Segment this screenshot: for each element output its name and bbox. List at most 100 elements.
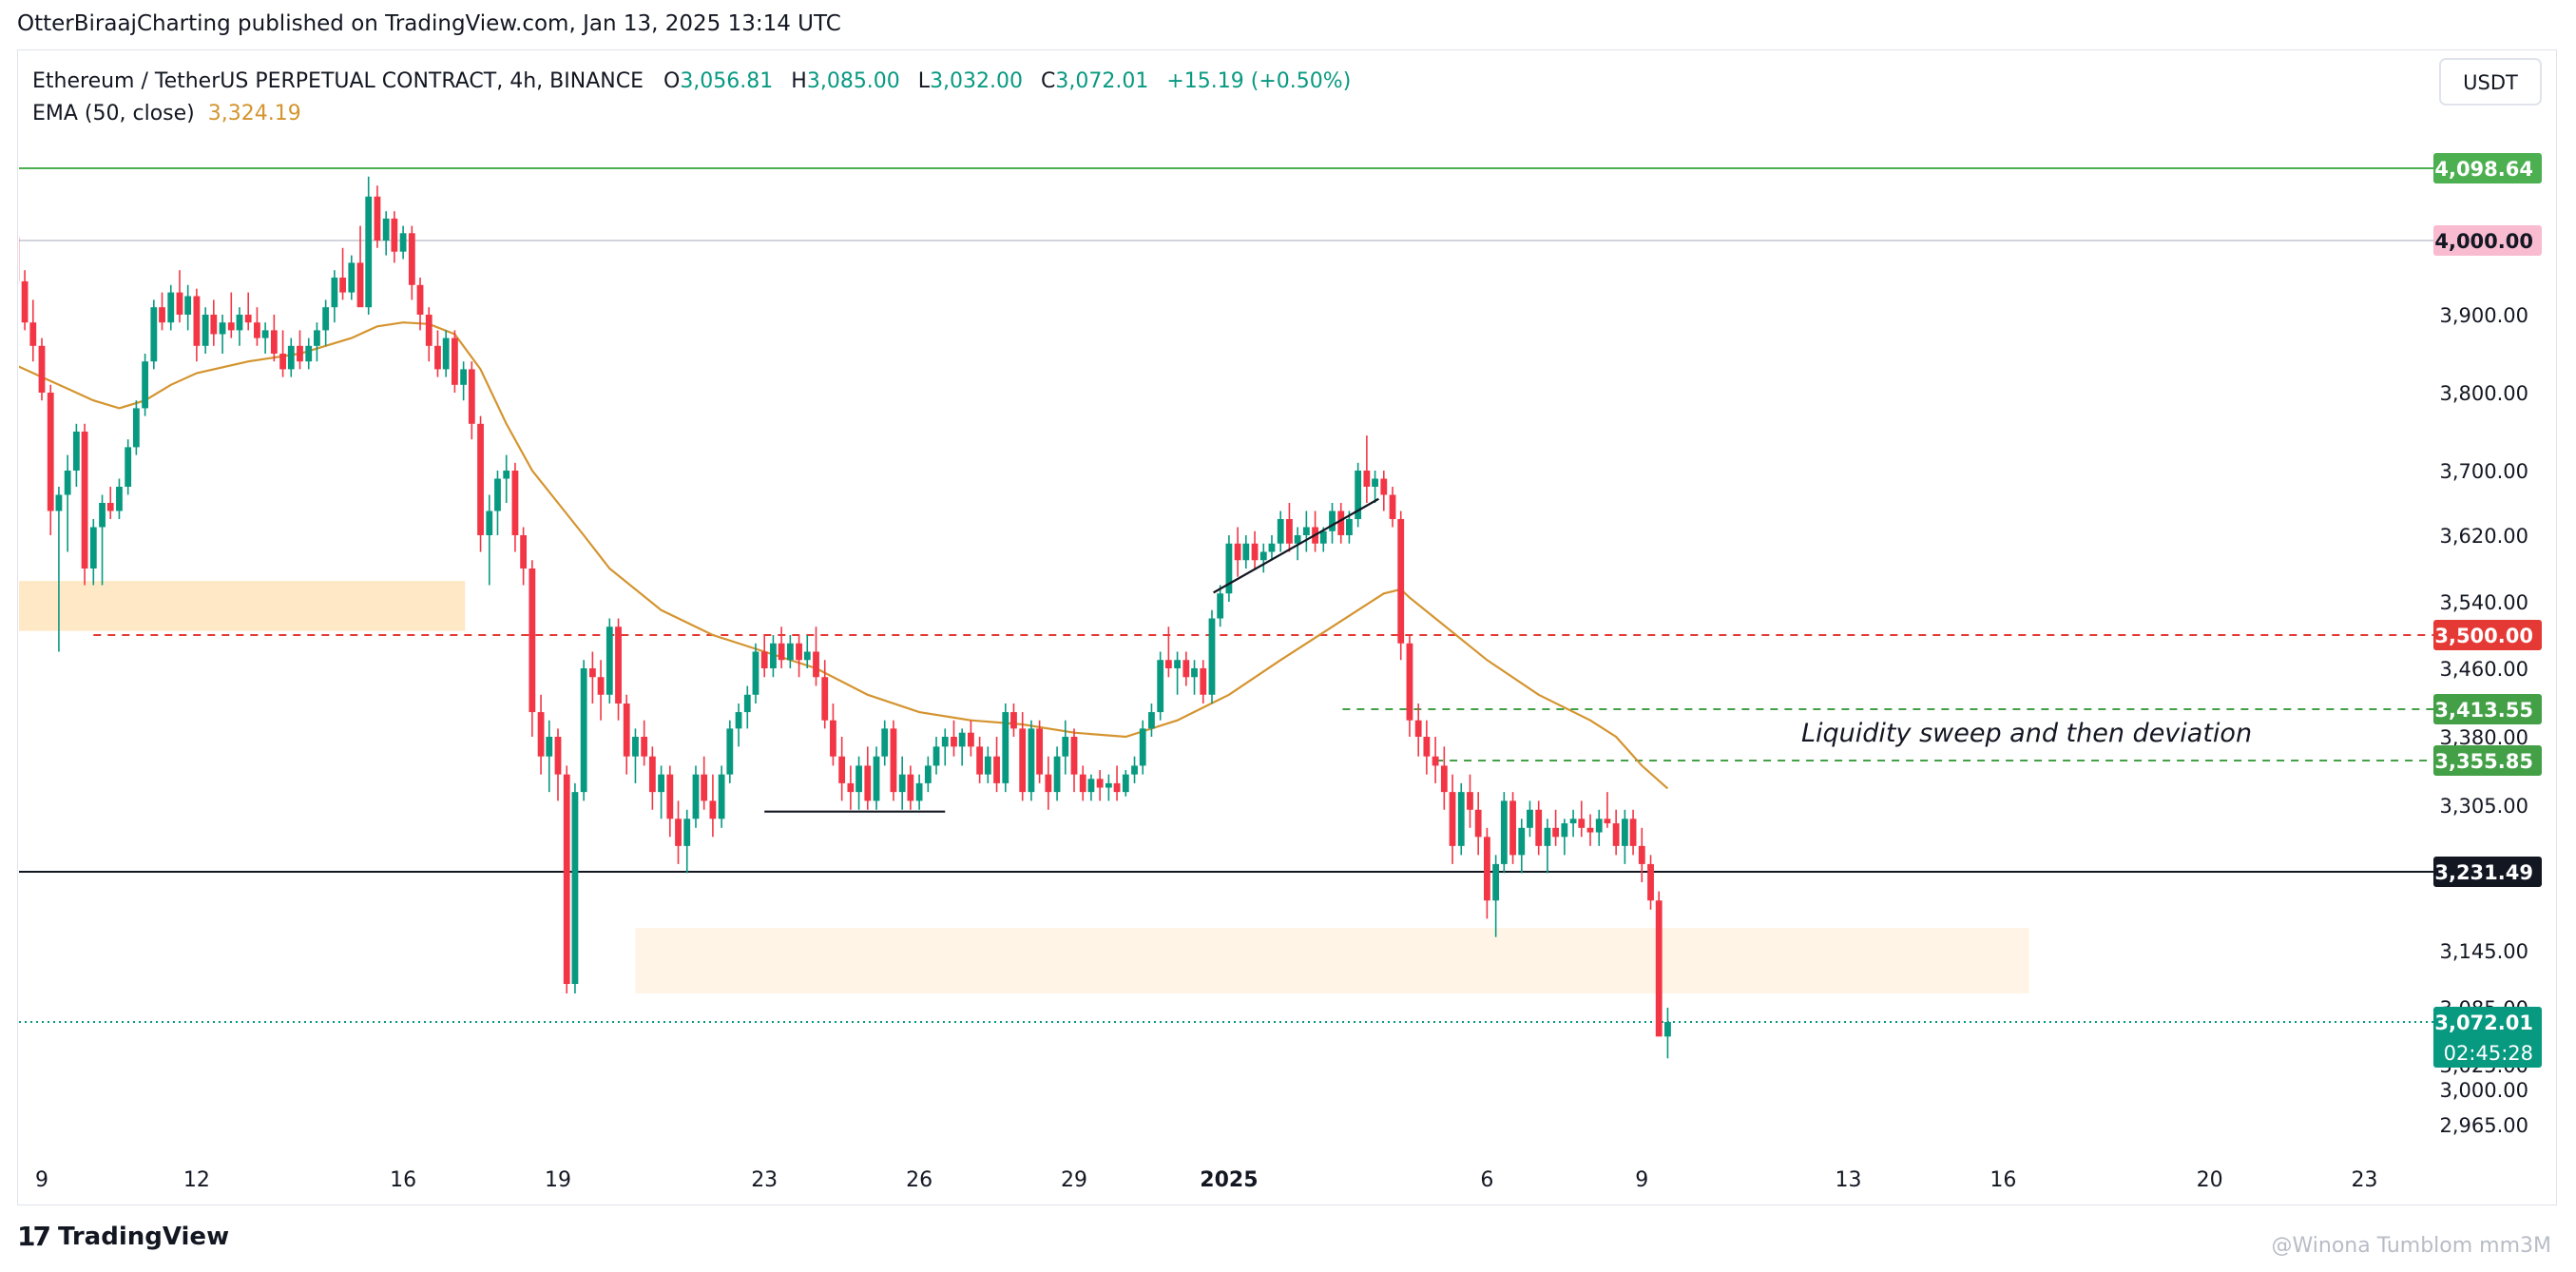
- candle: [1070, 728, 1078, 793]
- candle: [588, 651, 596, 704]
- candle: [1191, 660, 1198, 695]
- candle-body: [442, 337, 450, 370]
- candle-body: [64, 471, 71, 495]
- candle-body: [1449, 792, 1456, 846]
- candle: [1612, 809, 1620, 856]
- candle: [434, 330, 441, 377]
- candle-body: [227, 322, 235, 331]
- candle-body: [261, 330, 269, 338]
- candle: [261, 322, 269, 354]
- y-tick-label: 3,900.00: [2439, 304, 2528, 327]
- candle: [99, 494, 106, 586]
- candle-body: [1268, 543, 1276, 552]
- candle: [803, 635, 811, 668]
- candle-body: [1122, 774, 1129, 793]
- y-tick-label: 3,540.00: [2439, 591, 2528, 614]
- candle-body: [735, 712, 742, 729]
- price-axis-label-text: 3,231.49: [2434, 861, 2533, 884]
- candle: [254, 307, 260, 346]
- annotation-text: Liquidity sweep and then deviation: [1801, 719, 2252, 748]
- chart-frame: [17, 49, 2557, 1205]
- price-axis-label-text: 3,355.85: [2434, 750, 2533, 773]
- candle-body: [1053, 756, 1061, 793]
- candle: [1544, 819, 1551, 874]
- candle: [1449, 774, 1456, 864]
- watermark: @Winona Tumblom mm3M: [2271, 1234, 2551, 1258]
- candle-body: [1552, 827, 1560, 838]
- candle-body: [760, 651, 768, 668]
- candle: [924, 756, 932, 793]
- candle-body: [623, 703, 630, 757]
- candle-body: [1182, 660, 1190, 678]
- candle-body: [1217, 593, 1224, 619]
- candle-body: [976, 746, 984, 775]
- candle: [236, 307, 243, 346]
- candle: [1182, 651, 1190, 686]
- candle-body: [1105, 782, 1112, 788]
- candle-body: [1019, 728, 1027, 793]
- candle-body: [486, 511, 493, 535]
- candle: [606, 618, 613, 704]
- candle-body: [1087, 779, 1095, 793]
- tradingview-logo[interactable]: 17 TradingView: [17, 1221, 229, 1252]
- candle-body: [1319, 530, 1327, 544]
- candle-body: [951, 737, 957, 747]
- candle-body: [468, 369, 475, 424]
- candle: [1105, 774, 1112, 801]
- candle: [1002, 703, 1009, 793]
- candle: [907, 765, 914, 810]
- x-tick-label: 19: [545, 1168, 571, 1192]
- candle: [666, 765, 674, 838]
- candle-body: [563, 774, 570, 984]
- candle-body: [1363, 471, 1371, 487]
- candle-body: [847, 782, 855, 793]
- candle: [1200, 660, 1207, 704]
- candle: [244, 292, 252, 331]
- legend-o-label: O: [663, 69, 680, 93]
- candle: [675, 800, 682, 864]
- candle: [81, 423, 88, 586]
- candle: [813, 626, 819, 686]
- candle-body: [236, 315, 243, 331]
- price-axis-label-text: 4,000.00: [2434, 230, 2533, 253]
- candle-body: [1277, 519, 1284, 544]
- candle-body: [1629, 819, 1637, 846]
- candle: [580, 660, 587, 801]
- candle-body: [1157, 660, 1164, 713]
- candle: [1302, 511, 1310, 552]
- currency-button-label: USDT: [2463, 71, 2518, 94]
- candle: [1242, 535, 1250, 569]
- candle: [0, 237, 2, 252]
- candle: [176, 270, 183, 323]
- candle: [838, 737, 846, 801]
- candle: [297, 330, 303, 370]
- currency-button[interactable]: USDT: [2439, 58, 2542, 106]
- price-axis-label-text: 3,500.00: [2434, 625, 2533, 647]
- price-axis-label-text: 3,413.55: [2434, 699, 2533, 722]
- candle: [416, 278, 424, 331]
- x-tick-label: 16: [1990, 1168, 2016, 1192]
- ema-legend: EMA (50, close) 3,324.19: [32, 102, 301, 125]
- candle-body: [1191, 668, 1198, 678]
- candle: [1414, 703, 1422, 757]
- candle: [786, 635, 794, 668]
- candle-body: [391, 218, 398, 252]
- candle: [1406, 635, 1413, 737]
- candle-body: [821, 677, 829, 721]
- candle: [873, 746, 880, 810]
- candle-body: [55, 494, 63, 511]
- candle: [391, 211, 398, 263]
- candle: [1139, 720, 1146, 775]
- candle-body: [615, 626, 622, 704]
- candle: [365, 176, 373, 315]
- candle: [1164, 626, 1172, 678]
- candle-body: [89, 527, 97, 569]
- candle-body: [47, 393, 54, 511]
- candle-body: [0, 244, 2, 248]
- candle: [770, 635, 777, 678]
- candle: [1569, 809, 1577, 838]
- candle: [1535, 800, 1543, 856]
- candle: [29, 299, 37, 362]
- candle-body: [855, 765, 862, 793]
